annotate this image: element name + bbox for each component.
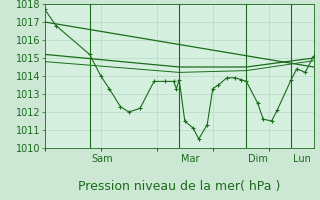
Text: Lun: Lun [292,154,310,164]
Text: Dim: Dim [248,154,268,164]
Text: Sam: Sam [91,154,113,164]
Text: Mar: Mar [180,154,199,164]
Text: Pression niveau de la mer( hPa ): Pression niveau de la mer( hPa ) [78,180,280,193]
